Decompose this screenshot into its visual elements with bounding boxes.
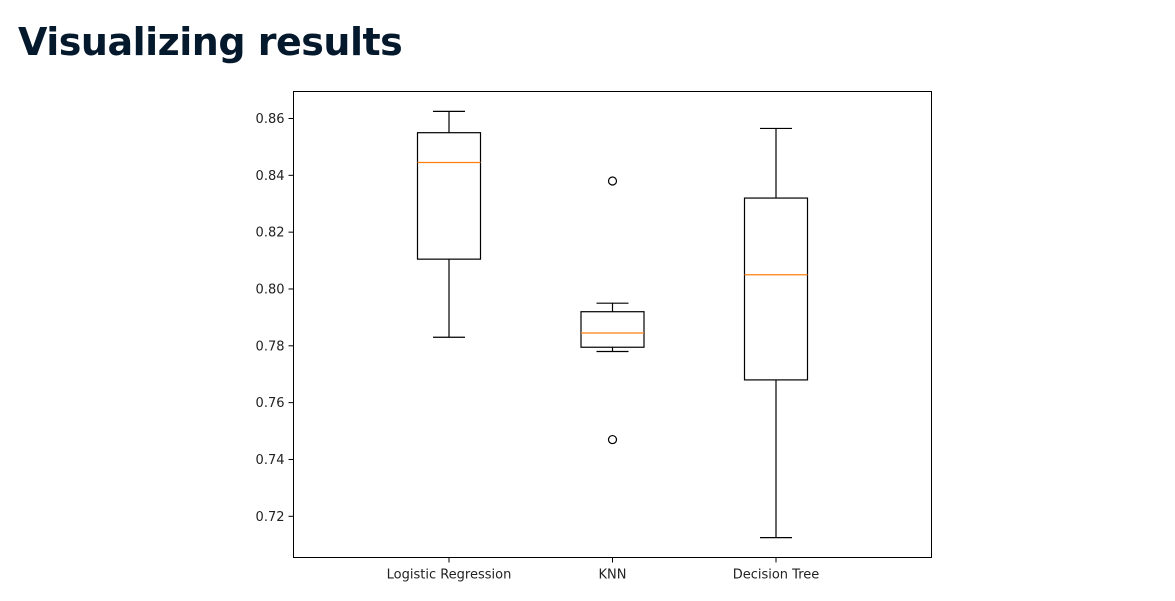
- box-decision-tree: [743, 127, 809, 539]
- boxes: [416, 110, 809, 539]
- x-tick-label: Decision Tree: [733, 568, 820, 583]
- iqr-box: [416, 132, 482, 260]
- y-tick-label: 0.80: [256, 282, 285, 297]
- iqr-box: [580, 311, 645, 348]
- iqr-box: [743, 197, 809, 381]
- outlier-point: [607, 176, 618, 186]
- y-tick-label: 0.78: [256, 339, 285, 354]
- y-axis: 0.72 0.74 0.76 0.78 0.80 0.82 0.84 0.86: [256, 112, 294, 525]
- y-tick-label: 0.74: [256, 453, 285, 468]
- y-tick-label: 0.82: [256, 226, 285, 241]
- box-logistic-regression: [416, 110, 482, 338]
- y-tick-label: 0.72: [256, 510, 285, 525]
- y-tick-label: 0.76: [256, 396, 285, 411]
- y-tick-label: 0.86: [256, 112, 285, 127]
- x-tick-label: KNN: [599, 568, 627, 583]
- plot-frame: [293, 91, 932, 558]
- x-tick-label: Logistic Regression: [387, 568, 512, 583]
- box-knn: [580, 176, 645, 445]
- outlier-point: [607, 434, 618, 445]
- slide-title: Visualizing results: [18, 20, 403, 64]
- y-tick-label: 0.84: [256, 169, 285, 184]
- x-axis: Logistic Regression KNN Decision Tree: [387, 557, 820, 583]
